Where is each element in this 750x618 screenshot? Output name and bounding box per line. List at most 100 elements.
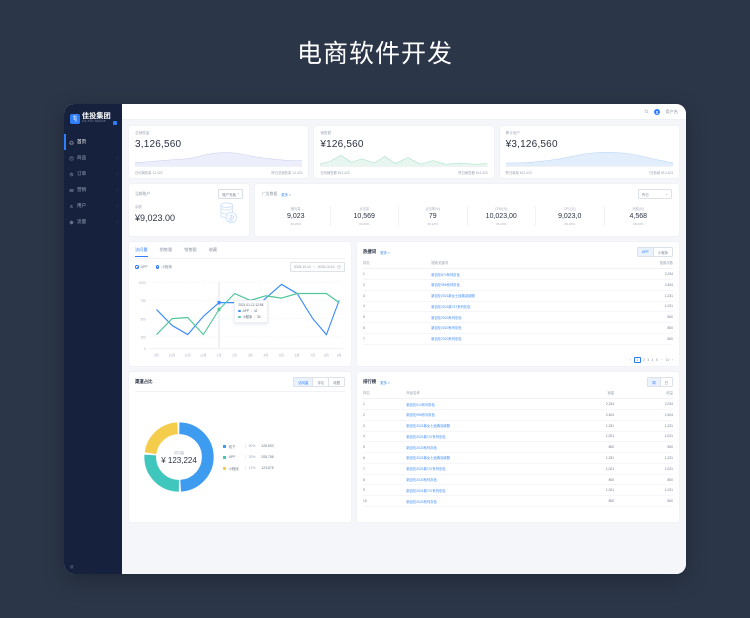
cell-product[interactable]: 新百伦514系列灰色 bbox=[406, 398, 556, 410]
column-rank: 排名 bbox=[363, 387, 407, 400]
user-name-label[interactable]: 用户名 bbox=[665, 108, 678, 114]
logo-mark-icon: tj bbox=[70, 113, 80, 124]
page-last-button[interactable]: 10 bbox=[665, 358, 670, 362]
brand-logo[interactable]: tj 佳投集团 JIA TOU GROUP bbox=[64, 104, 122, 126]
cell-rank: 3 bbox=[363, 420, 407, 432]
hot-words-more-link[interactable]: 更多 > bbox=[380, 250, 390, 255]
table-row[interactable]: 4 新百伦2021款747系列灰色 1,021 bbox=[363, 301, 673, 313]
page-1-button[interactable]: 1 bbox=[633, 357, 641, 363]
sidebar-item-home[interactable]: 首页 bbox=[64, 134, 122, 150]
table-row[interactable]: 5 新百伦2020系列灰色 800 800 bbox=[363, 441, 673, 454]
metric-label: CPC(元) bbox=[563, 206, 576, 211]
segment-comments[interactable]: 评论 bbox=[312, 378, 329, 387]
ranking-more-link[interactable]: 更多 > bbox=[380, 380, 390, 385]
tooltip-colon: : bbox=[254, 314, 256, 319]
legend-radio-app[interactable]: APP bbox=[135, 265, 148, 270]
table-row[interactable]: 8 新百伦2020系列灰色 800 800 bbox=[363, 474, 673, 486]
segment-miniprogram[interactable]: 小程序 bbox=[652, 248, 672, 257]
table-row[interactable]: 1 新百伦574系列灰色 2,234 bbox=[363, 268, 673, 280]
channel-share-header: 渠道占比 访问量 评论 收藏 bbox=[135, 377, 345, 392]
page-5-button[interactable]: 5 bbox=[655, 358, 658, 362]
cell-product[interactable]: 新百伦2020系列灰色 bbox=[406, 441, 556, 454]
cell-product[interactable]: 新百伦2020系列灰色 bbox=[406, 474, 556, 486]
table-row[interactable]: 6 新百伦2021款女士经典羽绒服 1,231 1,231 bbox=[363, 452, 673, 464]
sparkline-total-users bbox=[505, 151, 673, 166]
sidebar-item-goods[interactable]: 商品 › bbox=[64, 150, 122, 166]
table-row[interactable]: 10 新百伦2020系列灰色 800 800 bbox=[363, 495, 673, 507]
tab-sales-amount[interactable]: 销售额 bbox=[184, 247, 197, 252]
ad-range-select[interactable]: 昨日 ⌄ bbox=[638, 189, 672, 200]
cell-keyword[interactable]: 新百伦2020系列灰色 bbox=[431, 322, 580, 334]
search-icon[interactable] bbox=[644, 109, 649, 114]
sidebar-item-user[interactable]: 用户 › bbox=[64, 198, 122, 214]
segment-week[interactable]: 周 bbox=[648, 378, 660, 387]
summary-cards-row: 总销售量 3,126,560 日均销售量 12,423 昨日总销售量 14,42… bbox=[129, 126, 679, 178]
avatar[interactable] bbox=[654, 108, 661, 115]
recharge-button[interactable]: 账户充值 › bbox=[218, 189, 243, 200]
table-row[interactable]: 7 新百伦2020系列灰色 800 bbox=[363, 333, 673, 345]
table-row[interactable]: 3 新百伦2021款女士经典羽绒服 1,231 bbox=[363, 290, 673, 302]
segment-favorites[interactable]: 收藏 bbox=[328, 378, 344, 387]
cell-product[interactable]: 新百伦996系列灰色 bbox=[406, 409, 556, 421]
segment-day[interactable]: 日 bbox=[659, 378, 672, 387]
cell-product[interactable]: 新百伦2021款747系列灰色 bbox=[406, 431, 556, 443]
cell-keyword[interactable]: 新百伦574系列灰色 bbox=[431, 268, 580, 280]
sidebar-item-marketing[interactable]: 营销 › bbox=[64, 182, 122, 198]
segment-visits[interactable]: 访问量 bbox=[294, 378, 313, 387]
sidebar-collapse-button[interactable]: 收 bbox=[70, 565, 74, 569]
tooltip-value: 30 bbox=[257, 314, 261, 319]
tab-visits[interactable]: 访问量 bbox=[135, 247, 148, 256]
legend-item-miniprogram[interactable]: 小程序 12% 123,878 bbox=[223, 466, 274, 471]
page-prev-button[interactable]: ‹ bbox=[630, 358, 632, 362]
legend-item-offline[interactable]: 线下 50% 428,893 bbox=[223, 444, 274, 449]
cell-keyword[interactable]: 新百伦2020系列灰色 bbox=[431, 333, 580, 345]
table-row[interactable]: 3 新百伦2021款女士经典羽绒服 1,231 1,231 bbox=[363, 420, 673, 432]
date-range-picker[interactable]: 2015-10-10 ~ 2015-10-10 bbox=[289, 262, 345, 272]
table-row[interactable]: 2 新百伦996系列灰色 2,404 bbox=[363, 279, 673, 291]
legend-label: APP bbox=[140, 265, 148, 269]
coin-stack-icon bbox=[215, 200, 241, 231]
cell-income: 1,021 bbox=[614, 431, 673, 443]
ad-metric: CPM(元) 10,023,00 36.23% bbox=[468, 205, 536, 227]
table-row[interactable]: 4 新百伦2021款747系列灰色 1,021 1,021 bbox=[363, 431, 673, 443]
page-2-button[interactable]: 2 bbox=[643, 358, 645, 362]
table-row[interactable]: 6 新百伦2020系列灰色 800 bbox=[363, 322, 673, 334]
cell-product[interactable]: 新百伦2021款女士经典羽绒服 bbox=[406, 420, 556, 432]
ad-more-link[interactable]: 更多 > bbox=[281, 192, 291, 197]
stat-value: 3,126,560 bbox=[135, 139, 182, 150]
legend-swatch-icon bbox=[223, 445, 226, 448]
page-4-button[interactable]: 4 bbox=[651, 358, 654, 362]
sidebar-item-order[interactable]: 订单 › bbox=[64, 166, 122, 182]
cell-product[interactable]: 新百伦2020系列灰色 bbox=[406, 495, 556, 507]
cell-keyword[interactable]: 新百伦2020系列灰色 bbox=[431, 311, 580, 324]
cell-product[interactable]: 新百伦2021款747系列灰色 bbox=[406, 463, 556, 475]
tab-sales-volume[interactable]: 销售量 bbox=[159, 247, 173, 252]
cell-sales: 800 bbox=[555, 441, 615, 454]
table-row[interactable]: 5 新百伦2020系列灰色 800 bbox=[363, 311, 673, 324]
account-balance-value: ¥9,023.00 bbox=[135, 213, 176, 224]
cell-keyword[interactable]: 新百伦996系列灰色 bbox=[431, 279, 580, 291]
sidebar-item-traffic[interactable]: 流量 › bbox=[64, 214, 122, 230]
trend-controls: APP 小程序 2015-10-10 ~ 2015-10-10 bbox=[135, 262, 345, 272]
table-row[interactable]: 1 新百伦514系列灰色 2,234 2,234 bbox=[363, 398, 673, 410]
ranking-table: 排名 商品名称 销量 收益 1 新百伦514系列灰色 2,234 bbox=[363, 387, 673, 507]
ad-range-value: 昨日 bbox=[642, 192, 649, 197]
legend-item-app[interactable]: APP 20% 208,788 bbox=[223, 455, 274, 460]
cell-keyword[interactable]: 新百伦2021款747系列灰色 bbox=[431, 301, 580, 313]
stat-label: 总销售量 bbox=[135, 131, 150, 135]
legend-radio-miniprogram[interactable]: 小程序 bbox=[155, 265, 172, 270]
tab-favorites[interactable]: 收藏 bbox=[208, 247, 218, 252]
cell-product[interactable]: 新百伦2021款女士经典羽绒服 bbox=[406, 452, 556, 464]
table-row[interactable]: 9 新百伦2021款747系列灰色 1,021 1,021 bbox=[363, 484, 673, 497]
ad-data-card: 广告数据 更多 > 昨日 ⌄ 曝光量 9,023 30.23% bbox=[255, 184, 679, 236]
page-next-button[interactable]: › bbox=[671, 358, 673, 362]
cell-keyword[interactable]: 新百伦2021款女士经典羽绒服 bbox=[431, 290, 580, 302]
table-row[interactable]: 2 新百伦996系列灰色 2,404 2,404 bbox=[363, 409, 673, 421]
legend-percent: 50% bbox=[244, 444, 255, 449]
cell-product[interactable]: 新百伦2021款747系列灰色 bbox=[406, 484, 556, 497]
cell-count: 1,021 bbox=[579, 301, 673, 313]
segment-app[interactable]: APP bbox=[638, 248, 653, 257]
table-row[interactable]: 7 新百伦2021款747系列灰色 1,021 1,021 bbox=[363, 463, 673, 475]
page-3-button[interactable]: 3 bbox=[647, 358, 650, 362]
cell-income: 2,234 bbox=[614, 398, 673, 410]
